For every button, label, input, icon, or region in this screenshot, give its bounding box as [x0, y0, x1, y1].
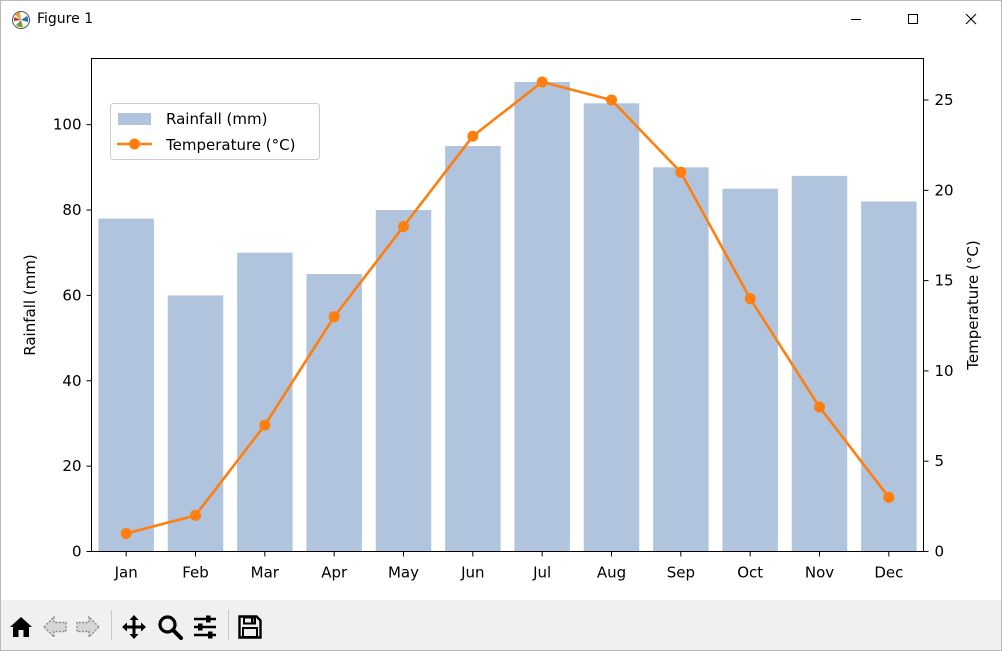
home-button[interactable] — [6, 612, 36, 642]
close-button[interactable] — [948, 1, 994, 38]
y-tick-label: 100 — [53, 116, 82, 134]
bar-rainfall-oct — [722, 188, 778, 552]
forward-icon — [76, 615, 100, 639]
minimize-icon — [851, 19, 861, 20]
y2-tick-label: 15 — [935, 272, 954, 290]
x-tick-label: Apr — [321, 564, 348, 582]
y2-tick-label: 5 — [935, 452, 945, 470]
bar-rainfall-nov — [791, 175, 848, 552]
temperature-line — [125, 80, 890, 535]
temperature-point-oct — [744, 293, 756, 305]
y-tick-label: 80 — [62, 201, 81, 219]
x-tick-label: Dec — [874, 564, 903, 582]
maximize-button[interactable] — [890, 1, 936, 38]
bar-rainfall-jul — [514, 81, 570, 552]
navigation-toolbar — [1, 600, 1001, 650]
x-tick-label: May — [388, 564, 419, 582]
bars-layer — [98, 81, 917, 552]
y2-tick-label: 20 — [935, 181, 954, 199]
x-tick-label: Sep — [667, 564, 695, 582]
configure-subplots-icon — [194, 615, 216, 639]
y-tick-label: 40 — [62, 372, 81, 390]
minimize-button[interactable] — [833, 1, 879, 38]
home-icon — [10, 617, 32, 637]
x-tick-label: Aug — [597, 564, 626, 582]
bar-rainfall-mar — [237, 252, 293, 552]
plot-frame — [91, 58, 924, 552]
forward-button[interactable] — [73, 612, 103, 642]
temperature-point-apr — [328, 311, 340, 323]
line-layer — [120, 76, 895, 539]
matplotlib-icon — [12, 11, 30, 29]
bar-rainfall-aug — [583, 103, 640, 552]
bar-rainfall-jan — [98, 218, 154, 552]
temperature-point-sep — [675, 166, 687, 178]
maximize-icon — [908, 14, 918, 24]
temperature-point-dec — [883, 491, 895, 503]
x-tick-label: Feb — [182, 564, 209, 582]
legend-rainfall-swatch — [118, 113, 151, 125]
legend-temperature-marker — [129, 138, 140, 150]
legend-rainfall-label: Rainfall (mm) — [166, 110, 267, 128]
y2-tick-label: 25 — [935, 91, 954, 109]
x-tick-label: Oct — [737, 564, 763, 582]
temperature-point-jun — [467, 130, 479, 142]
back-icon — [43, 615, 67, 639]
y2-tick-label: 10 — [935, 362, 954, 380]
y2-axis-label: Temperature (°C) — [964, 240, 982, 370]
legend-box — [110, 103, 320, 160]
y-tick-label: 0 — [72, 543, 82, 561]
legend: Rainfall (mm) Temperature (°C) — [110, 103, 320, 160]
bar-rainfall-feb — [167, 295, 224, 552]
save-icon — [238, 615, 262, 639]
temperature-point-aug — [606, 94, 617, 106]
zoom-icon — [158, 615, 183, 640]
chart: Jan Feb Mar Apr May Jun Jul Aug Sep Oct Nov Dec 0 20 4… — [21, 58, 982, 582]
close-icon — [965, 13, 977, 25]
bar-rainfall-sep — [653, 167, 709, 552]
temperature-point-feb — [190, 509, 201, 521]
x-tick-label: Jan — [114, 564, 138, 582]
bar-rainfall-may — [375, 210, 432, 552]
legend-temperature-label: Temperature (°C) — [165, 136, 295, 154]
x-tick-label: Nov — [805, 564, 834, 582]
toolbar-separator — [111, 610, 112, 640]
temperature-point-jul — [536, 76, 548, 88]
x-tick-label: Mar — [251, 564, 280, 582]
pan-icon — [122, 615, 146, 639]
x-tick-label: Jul — [532, 564, 551, 582]
window-title: Figure 1 — [37, 11, 94, 27]
temperature-point-mar — [259, 419, 271, 431]
y2-tick-label: 0 — [935, 543, 945, 561]
y-axis-label: Rainfall (mm) — [21, 254, 39, 355]
figure-canvas[interactable]: Jan Feb Mar Apr May Jun Jul Aug Sep Oct Nov Dec 0 20 4… — [1, 38, 1001, 600]
pan-button[interactable] — [119, 612, 149, 642]
title-bar[interactable]: Figure 1 — [1, 1, 1001, 38]
axes-layer: Jan Feb Mar Apr May Jun Jul Aug Sep Oct Nov Dec 0 20 4… — [53, 91, 954, 581]
save-button[interactable] — [235, 612, 265, 642]
y-tick-label: 20 — [62, 457, 81, 475]
zoom-button[interactable] — [155, 612, 185, 642]
temperature-point-may — [398, 220, 409, 232]
temperature-point-jan — [120, 527, 132, 539]
x-tick-label: Jun — [460, 564, 484, 582]
back-button[interactable] — [40, 612, 70, 642]
y-tick-label: 60 — [62, 286, 81, 304]
temperature-point-nov — [814, 401, 825, 413]
configure-subplots-button[interactable] — [190, 612, 220, 642]
toolbar-separator — [228, 610, 229, 640]
bar-rainfall-jun — [445, 146, 501, 552]
